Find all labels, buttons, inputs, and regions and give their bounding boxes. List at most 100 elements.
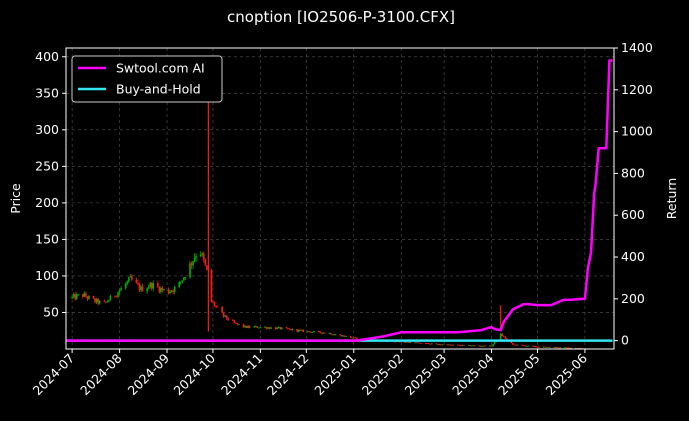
candle-body: [342, 335, 344, 337]
candle-body: [245, 325, 248, 328]
candle-body: [440, 344, 442, 346]
candle-body: [127, 277, 130, 282]
candle-body: [340, 334, 343, 337]
candle-body: [180, 281, 182, 283]
candle-body: [167, 289, 170, 294]
y2-axis-title: Return: [664, 178, 679, 219]
candle-body: [117, 292, 119, 297]
candle-body: [414, 342, 416, 344]
candle-body: [225, 315, 228, 319]
candle-body: [202, 253, 205, 260]
candle-body: [192, 261, 194, 266]
candle-body: [547, 346, 549, 348]
candle-body: [545, 346, 548, 348]
candle-body: [415, 342, 418, 344]
candle-body: [320, 332, 323, 334]
candle-body: [169, 291, 171, 294]
candle-body: [333, 334, 335, 336]
candle-body: [460, 345, 462, 346]
candle-body: [579, 348, 582, 349]
candle-body: [233, 320, 236, 323]
candle-body: [146, 288, 148, 292]
candle-body: [193, 257, 196, 262]
price-candles: [71, 96, 583, 350]
candle-body: [406, 341, 409, 343]
candle-body: [461, 344, 464, 346]
candle-body: [276, 327, 279, 330]
candle-body: [311, 332, 314, 333]
x-tick-label: 2025-02: [359, 351, 407, 399]
candle-body: [524, 345, 527, 347]
candle-body: [124, 283, 127, 289]
candle-body: [157, 282, 159, 287]
candle-body: [120, 288, 122, 291]
candle-body: [97, 298, 99, 304]
candle-body: [457, 344, 459, 346]
candle-body: [424, 343, 427, 344]
candle-body: [215, 305, 217, 307]
candle-body: [323, 332, 326, 334]
candle-body: [138, 284, 141, 291]
candle-body: [184, 277, 187, 279]
y-axis-right: 0 200 400 600 800 1000 1200 1400: [614, 40, 653, 348]
legend-label-buy-and-hold: Buy-and-Hold: [116, 82, 201, 97]
y2-tick-label: 800: [621, 165, 645, 180]
candle-body: [248, 326, 251, 328]
candle-body: [542, 346, 545, 348]
y-tick-label: 400: [35, 49, 59, 64]
y-tick-label: 50: [43, 304, 59, 319]
candle-body: [351, 337, 354, 339]
y-tick-label: 200: [35, 195, 59, 210]
candle-body: [408, 342, 410, 343]
candle-body: [189, 263, 191, 278]
candle-body: [506, 338, 508, 340]
candle-body: [86, 296, 89, 299]
candle-body: [349, 336, 352, 338]
candle-body: [478, 345, 481, 347]
y2-tick-label: 600: [621, 207, 645, 222]
candle-body: [277, 327, 280, 328]
y2-tick-label: 400: [621, 249, 645, 264]
candle-body: [264, 327, 266, 328]
candle-body: [527, 345, 530, 347]
x-tick-label: 2024-10: [171, 350, 219, 398]
candle-body: [160, 288, 162, 292]
candle-body: [429, 343, 432, 345]
candle-body: [152, 282, 155, 289]
y2-tick-label: 200: [621, 291, 645, 306]
candle-body: [418, 342, 421, 344]
candle-body: [297, 329, 300, 332]
candle-body: [417, 342, 419, 344]
candle-body: [98, 300, 101, 304]
candle-body: [435, 343, 438, 345]
legend-label-ai: Swtool.com AI: [116, 61, 205, 76]
candle-body: [224, 315, 226, 317]
candle-body: [570, 347, 572, 349]
candle-body: [548, 347, 551, 348]
candle-body: [247, 326, 249, 328]
candle-body: [449, 344, 452, 346]
candle-body: [103, 300, 106, 302]
candle-body: [201, 253, 204, 255]
candle-body: [352, 337, 355, 339]
candle-body: [270, 327, 272, 329]
candle-body: [492, 344, 494, 347]
candle-body: [256, 326, 259, 328]
x-tick-label: 2024-09: [125, 350, 173, 398]
candle-body: [158, 286, 161, 292]
candle-body: [515, 344, 517, 346]
candle-body: [74, 294, 76, 300]
candle-body: [450, 344, 453, 346]
plot-frame: [65, 47, 615, 350]
candle-body: [72, 294, 75, 297]
candle-body: [75, 294, 78, 300]
candle-body: [195, 255, 197, 258]
candle-body: [345, 336, 347, 337]
candle-body: [126, 281, 129, 284]
candle-body: [533, 346, 536, 347]
candle-body: [95, 298, 98, 303]
candle-body: [574, 347, 577, 349]
candle-body: [287, 327, 289, 329]
candle-body: [565, 347, 568, 349]
